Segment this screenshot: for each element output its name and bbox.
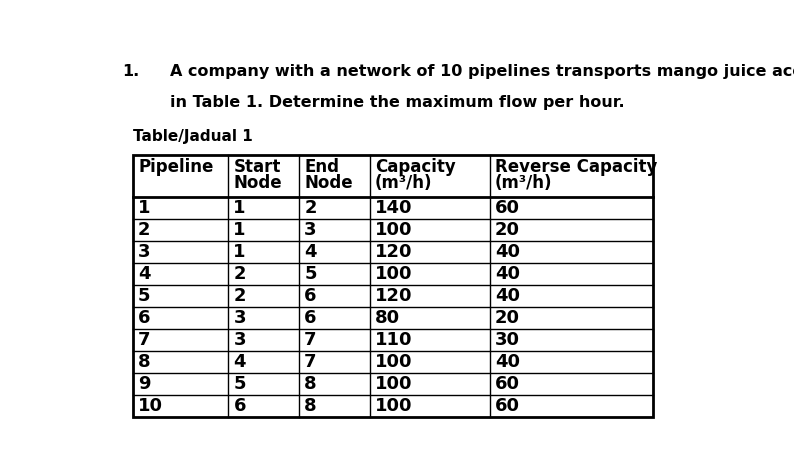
Text: 4: 4 bbox=[138, 265, 151, 283]
Text: 6: 6 bbox=[138, 309, 151, 327]
Text: 40: 40 bbox=[495, 287, 520, 305]
Text: (m³/h): (m³/h) bbox=[375, 174, 433, 192]
Text: 1: 1 bbox=[138, 199, 151, 217]
Text: 40: 40 bbox=[495, 265, 520, 283]
Text: 100: 100 bbox=[375, 353, 412, 371]
Text: 1.: 1. bbox=[122, 64, 140, 79]
Text: 3: 3 bbox=[138, 242, 151, 260]
Text: 6: 6 bbox=[304, 287, 317, 305]
Text: 3: 3 bbox=[233, 331, 246, 349]
Text: 5: 5 bbox=[233, 375, 246, 393]
Text: Capacity: Capacity bbox=[375, 158, 456, 176]
Text: 40: 40 bbox=[495, 353, 520, 371]
Text: 100: 100 bbox=[375, 396, 412, 415]
Text: (m³/h): (m³/h) bbox=[495, 174, 553, 192]
Text: 10: 10 bbox=[138, 396, 163, 415]
Text: 9: 9 bbox=[138, 375, 151, 393]
Text: 40: 40 bbox=[495, 242, 520, 260]
Text: 5: 5 bbox=[304, 265, 317, 283]
Text: 8: 8 bbox=[304, 375, 317, 393]
Text: 30: 30 bbox=[495, 331, 520, 349]
Text: 20: 20 bbox=[495, 309, 520, 327]
Text: 1: 1 bbox=[233, 221, 246, 239]
Text: 60: 60 bbox=[495, 396, 520, 415]
Text: 6: 6 bbox=[304, 309, 317, 327]
Text: in Table 1. Determine the maximum flow per hour.: in Table 1. Determine the maximum flow p… bbox=[170, 95, 625, 110]
Text: 6: 6 bbox=[233, 396, 246, 415]
Text: 2: 2 bbox=[233, 265, 246, 283]
Text: 3: 3 bbox=[233, 309, 246, 327]
Text: 7: 7 bbox=[304, 331, 317, 349]
Text: Node: Node bbox=[304, 174, 353, 192]
Text: 7: 7 bbox=[138, 331, 151, 349]
Text: Pipeline: Pipeline bbox=[138, 158, 214, 176]
Text: Reverse Capacity: Reverse Capacity bbox=[495, 158, 657, 176]
Text: End: End bbox=[304, 158, 339, 176]
Text: 60: 60 bbox=[495, 375, 520, 393]
Text: 2: 2 bbox=[233, 287, 246, 305]
Text: 140: 140 bbox=[375, 199, 412, 217]
Text: 60: 60 bbox=[495, 199, 520, 217]
Text: 8: 8 bbox=[304, 396, 317, 415]
Text: 4: 4 bbox=[233, 353, 246, 371]
Text: 80: 80 bbox=[375, 309, 400, 327]
Text: 1: 1 bbox=[233, 199, 246, 217]
Text: 100: 100 bbox=[375, 221, 412, 239]
Text: 100: 100 bbox=[375, 375, 412, 393]
Text: 100: 100 bbox=[375, 265, 412, 283]
Text: 5: 5 bbox=[138, 287, 151, 305]
Text: 3: 3 bbox=[304, 221, 317, 239]
Text: 2: 2 bbox=[304, 199, 317, 217]
Text: 4: 4 bbox=[304, 242, 317, 260]
Text: Node: Node bbox=[233, 174, 282, 192]
Text: Start: Start bbox=[233, 158, 281, 176]
Text: 7: 7 bbox=[304, 353, 317, 371]
Text: 8: 8 bbox=[138, 353, 151, 371]
Text: A company with a network of 10 pipelines transports mango juice according to the: A company with a network of 10 pipelines… bbox=[170, 64, 794, 79]
Text: 20: 20 bbox=[495, 221, 520, 239]
Text: 120: 120 bbox=[375, 287, 412, 305]
Text: 120: 120 bbox=[375, 242, 412, 260]
Text: 2: 2 bbox=[138, 221, 151, 239]
Text: Table/Jadual 1: Table/Jadual 1 bbox=[133, 129, 252, 144]
Text: 1: 1 bbox=[233, 242, 246, 260]
Text: 110: 110 bbox=[375, 331, 412, 349]
